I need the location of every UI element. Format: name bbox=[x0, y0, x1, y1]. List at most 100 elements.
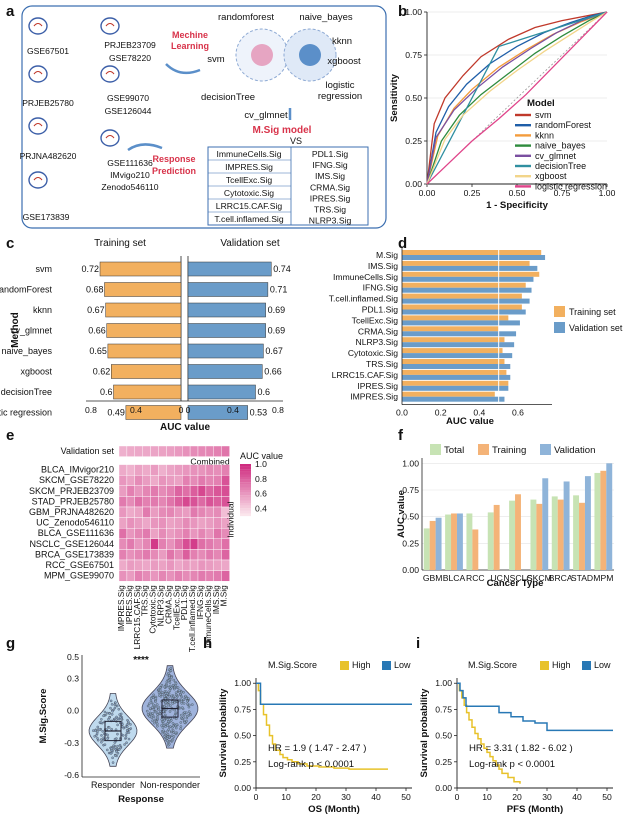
x-tick-label: 0.4 bbox=[227, 405, 239, 415]
heatmap-cell bbox=[142, 496, 151, 508]
bar-value-label: 0.71 bbox=[270, 285, 288, 295]
heatmap-cell bbox=[181, 506, 191, 518]
ml-title: Learning bbox=[171, 41, 209, 51]
heatmap-cell bbox=[181, 485, 191, 497]
heatmap-cell bbox=[134, 464, 143, 476]
violin-point bbox=[100, 738, 103, 741]
bar-training bbox=[105, 302, 182, 318]
y-axis-label: M.Sig.Score bbox=[38, 689, 49, 744]
violin-point bbox=[180, 690, 183, 694]
violin-point bbox=[153, 718, 157, 722]
legend-swatch bbox=[540, 444, 551, 455]
heatmap-cell bbox=[158, 506, 167, 518]
violin-point bbox=[163, 735, 166, 738]
violin-point bbox=[106, 748, 109, 752]
significance-label: **** bbox=[133, 655, 149, 666]
colorbar-segment bbox=[240, 466, 251, 470]
heatmap-cell bbox=[197, 517, 207, 529]
series-line-svm bbox=[426, 11, 608, 185]
heatmap-cell bbox=[158, 570, 167, 582]
violin-point bbox=[158, 694, 161, 697]
violin-point bbox=[180, 698, 183, 702]
violin-point bbox=[110, 703, 114, 706]
heatmap-cell bbox=[158, 485, 167, 497]
violin-point bbox=[111, 761, 115, 764]
dataset-label: GSE78220 bbox=[109, 53, 151, 63]
violin-point bbox=[178, 689, 181, 692]
y-axis-label: Sensitivity bbox=[389, 73, 400, 122]
violin-point bbox=[182, 691, 185, 694]
colorbar-segment bbox=[240, 484, 251, 488]
colorbar-segment bbox=[240, 497, 251, 501]
violin-point bbox=[156, 715, 159, 719]
heatmap-cell bbox=[158, 538, 167, 550]
violin-point bbox=[187, 705, 191, 709]
ml-node-icon bbox=[251, 44, 273, 66]
violin-point bbox=[185, 697, 188, 700]
heatmap-cell bbox=[174, 559, 183, 571]
violin-point bbox=[147, 702, 151, 705]
heatmap-cell bbox=[205, 445, 214, 457]
violin-point bbox=[158, 712, 162, 716]
bar-Total bbox=[445, 514, 452, 570]
x-axis-label: AUC value bbox=[446, 416, 494, 427]
violin-point bbox=[168, 742, 171, 746]
bladder-icon-outline bbox=[100, 129, 120, 147]
heatmap-cell bbox=[142, 517, 151, 529]
violin-point bbox=[173, 731, 177, 735]
y-tick-label: 0.25 bbox=[405, 136, 422, 146]
heatmap-cell bbox=[126, 496, 136, 508]
violin-point bbox=[155, 703, 159, 706]
violin-point bbox=[163, 685, 166, 689]
heatmap-cell bbox=[150, 496, 159, 508]
bar-Training-set bbox=[402, 271, 540, 277]
bladder-icon-detail bbox=[105, 134, 115, 139]
violin-point bbox=[110, 747, 113, 750]
violin-point bbox=[125, 723, 129, 726]
heatmap-cell bbox=[150, 559, 159, 571]
heatmap-cell bbox=[181, 538, 191, 550]
heatmap-cell bbox=[150, 538, 159, 550]
heatmap-cell bbox=[134, 475, 143, 487]
log-rank-p: Log-rank p < 0.0001 bbox=[268, 759, 354, 770]
dataset-label: IMvigo210 bbox=[110, 170, 150, 180]
bar-Validation bbox=[563, 481, 570, 570]
violin-point bbox=[166, 718, 170, 721]
bar-Validation-set bbox=[402, 331, 517, 337]
y-tick-label: 1.00 bbox=[234, 678, 251, 688]
signature-left: IMPRES.Sig bbox=[225, 162, 273, 172]
heatmap-cell bbox=[142, 485, 151, 497]
legend-label: High bbox=[552, 660, 571, 670]
heatmap-cell bbox=[205, 464, 214, 476]
violin-point bbox=[94, 729, 97, 732]
violin-point bbox=[148, 715, 151, 718]
heatmap-row-label: NSCLC_GSE126044 bbox=[29, 539, 114, 549]
violin-point bbox=[182, 702, 186, 705]
method-label: kknn bbox=[332, 36, 352, 47]
y-tick-label: 0.25 bbox=[402, 538, 419, 548]
violin-point bbox=[179, 727, 182, 731]
panel-label-b: b bbox=[398, 3, 407, 20]
violin-point bbox=[101, 730, 104, 733]
violin-point bbox=[173, 708, 177, 712]
heatmap-cell bbox=[213, 506, 222, 518]
signature-tick-label: T.cell.inflamed.Sig bbox=[329, 294, 398, 304]
heatmap-cell bbox=[221, 485, 230, 497]
violin-point bbox=[124, 736, 128, 739]
heatmap-cell bbox=[213, 445, 222, 457]
signature-tick-label: IMPRES.Sig bbox=[350, 392, 398, 402]
dataset-label: GSE99070 bbox=[107, 93, 149, 103]
x-tick-label: 0.0 bbox=[396, 408, 408, 418]
series-line-decisionTree bbox=[426, 11, 608, 185]
y-tick-label: 0.5 bbox=[67, 652, 79, 662]
y-tick-label: 0.50 bbox=[435, 731, 452, 741]
violin-point bbox=[168, 710, 172, 713]
heatmap-col-label: PDL1.Sig bbox=[179, 585, 189, 620]
bar-Validation-set bbox=[402, 364, 511, 369]
bar-Validation-set bbox=[402, 342, 515, 348]
violin-point bbox=[112, 744, 115, 747]
colorbar-segment bbox=[240, 492, 251, 496]
x-axis-label: 1 - Specificity bbox=[486, 200, 549, 211]
kidney-icon bbox=[28, 17, 48, 35]
heatmap-row-label: SKCM_PRJEB23709 bbox=[29, 486, 114, 496]
